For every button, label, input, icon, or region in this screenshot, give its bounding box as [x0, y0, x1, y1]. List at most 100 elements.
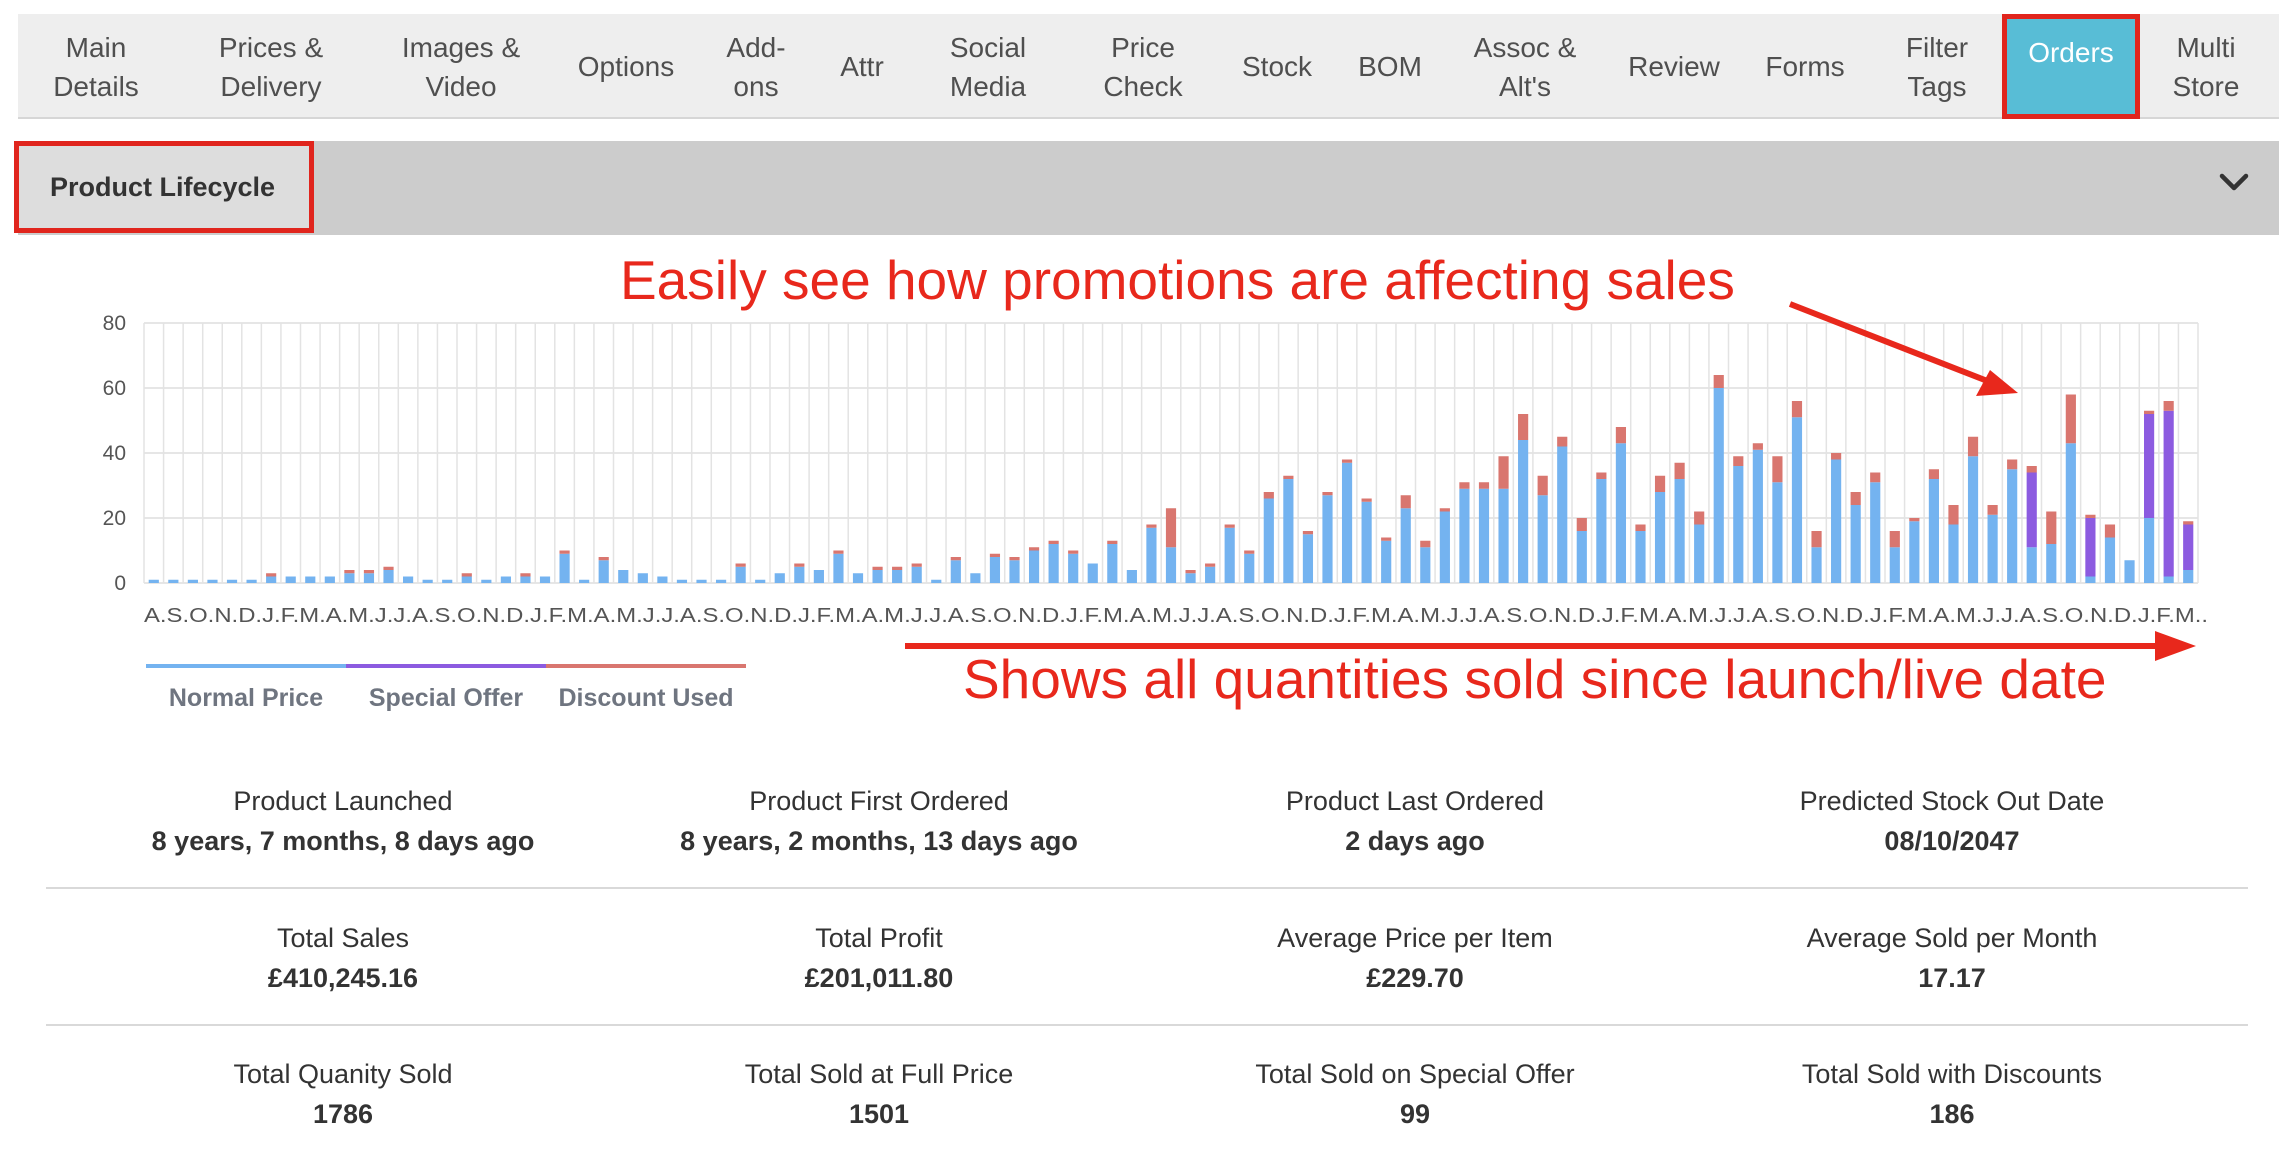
bar-normal-price [1478, 488, 1490, 583]
bar-normal-price [383, 570, 394, 583]
bar-normal-price [1244, 553, 1255, 583]
bar-normal-price [1381, 540, 1392, 583]
bar-normal-price [1752, 449, 1763, 583]
bar-discount-used [1381, 537, 1392, 541]
bar-normal-price [1263, 498, 1274, 583]
promotion-arrow-line [1788, 301, 1992, 385]
tab-price-check[interactable]: Price Check [1103, 31, 1183, 102]
bar-discount-used [2007, 459, 2018, 470]
bar-normal-price [676, 579, 688, 583]
stat-total-sold-full-price: Total Sold at Full Price 1501 [614, 1057, 1144, 1131]
bar-normal-price [1870, 482, 1881, 583]
bar-special-offer [2085, 518, 2096, 577]
tab-assoc-alts[interactable]: Assoc & Alt's [1473, 31, 1577, 102]
bar-normal-price [324, 576, 335, 583]
lifecycle-header[interactable] [18, 141, 2279, 235]
bar-normal-price [598, 560, 609, 583]
stat-value: £201,011.80 [804, 963, 954, 993]
stat-total-profit: Total Profit £201,011.80 [614, 921, 1144, 995]
stat-product-last-ordered: Product Last Ordered 2 days ago [1150, 784, 1680, 858]
bar-normal-price [1361, 501, 1372, 583]
tab-social-media[interactable]: Social Media [949, 31, 1027, 102]
bar-normal-price [2104, 537, 2116, 583]
tab-main-details[interactable]: Main Details [53, 31, 139, 102]
bar-normal-price [1322, 495, 1333, 583]
bar-discount-used [1909, 518, 1920, 522]
y-tick-label: 20 [103, 507, 126, 530]
bar-normal-price [794, 566, 805, 583]
legend-discount-used[interactable]: Discount Used [546, 664, 746, 714]
bar-normal-price [1850, 505, 1861, 583]
bar-discount-used [1791, 401, 1803, 418]
bar-discount-used [1400, 495, 1411, 509]
bar-discount-used [892, 566, 903, 570]
bar-discount-used [1068, 550, 1079, 554]
stat-value: £229.70 [1366, 963, 1464, 993]
bar-normal-price [539, 576, 551, 583]
tab-forms[interactable]: Forms [1765, 51, 1845, 82]
stat-label: Product Launched [233, 786, 453, 816]
bar-normal-price [402, 576, 414, 583]
tab-orders[interactable]: Orders [2002, 14, 2140, 119]
bar-discount-used [1596, 472, 1607, 479]
stat-total-sales: Total Sales £410,245.16 [78, 921, 608, 995]
tab-filter-tags[interactable]: Filter Tags [1905, 31, 1969, 102]
chevron-down-icon[interactable] [2214, 163, 2254, 203]
bar-normal-price [1713, 388, 1724, 583]
tab-bom[interactable]: BOM [1358, 51, 1422, 82]
x-tick-labels: A.S.O.N.D.J.F.M.A.M.J.J.A.S.O.N.D.J.F.M.… [144, 605, 2208, 627]
legend-normal-price[interactable]: Normal Price [146, 664, 346, 714]
bar-normal-price [422, 579, 433, 583]
bar-special-offer [2183, 524, 2194, 570]
bar-discount-used [363, 570, 375, 574]
bar-normal-price [1224, 527, 1235, 583]
bar-normal-price [1635, 531, 1646, 583]
bar-normal-price [2026, 547, 2037, 583]
legend-special-offer[interactable]: Special Offer [346, 664, 546, 714]
bar-normal-price [1674, 479, 1685, 583]
tab-stock[interactable]: Stock [1241, 51, 1313, 82]
bar-discount-used [1928, 469, 1940, 479]
stat-label: Total Sold on Special Offer [1255, 1059, 1575, 1089]
annotation-quantities: Shows all quantities sold since launch/l… [963, 648, 2107, 710]
bar-discount-used [1107, 540, 1118, 544]
bar-discount-used [1948, 505, 1959, 525]
bar-normal-price [1205, 566, 1216, 583]
bar-normal-price [266, 576, 277, 583]
bar-discount-used [1831, 453, 1842, 460]
bar-normal-price [246, 579, 257, 583]
bar-discount-used [1576, 518, 1587, 531]
stat-value: 1786 [312, 1099, 374, 1129]
tab-prices-delivery[interactable]: Prices & Delivery [218, 31, 324, 102]
bar-normal-price [872, 570, 883, 583]
tab-attr[interactable]: Attr [840, 51, 884, 82]
bar-normal-price [1087, 563, 1098, 583]
bar-discount-used [1459, 482, 1470, 489]
tab-review[interactable]: Review [1628, 51, 1720, 82]
bar-discount-used [520, 573, 531, 577]
bar-normal-price [813, 570, 824, 583]
bar-discount-used [1420, 540, 1431, 548]
bar-discount-used [1752, 443, 1763, 450]
stat-average-price: Average Price per Item £229.70 [1150, 921, 1680, 995]
bar-discount-used [1263, 492, 1274, 499]
stat-value: 17.17 [1918, 963, 1986, 993]
tab-add-ons[interactable]: Add- ons [726, 31, 786, 102]
tab-options[interactable]: Options [577, 51, 675, 82]
bar-normal-price [1048, 544, 1059, 583]
bar-discount-used [2163, 401, 2174, 411]
bar-discount-used [2065, 394, 2076, 444]
bar-discount-used [950, 557, 961, 561]
bar-discount-used [1713, 375, 1724, 388]
bar-normal-price [1537, 495, 1548, 583]
bar-normal-price [989, 557, 1001, 583]
bar-discount-used [1283, 475, 1294, 479]
bar-normal-price [911, 566, 922, 583]
bar-discount-used [2183, 521, 2194, 525]
bar-discount-used [1889, 531, 1900, 548]
bar-normal-price [1126, 570, 1137, 583]
stat-label: Total Profit [815, 923, 943, 953]
bar-normal-price [1068, 553, 1079, 583]
tab-multi-store[interactable]: Multi Store [2172, 31, 2240, 102]
tab-images-video[interactable]: Images & Video [401, 31, 521, 102]
